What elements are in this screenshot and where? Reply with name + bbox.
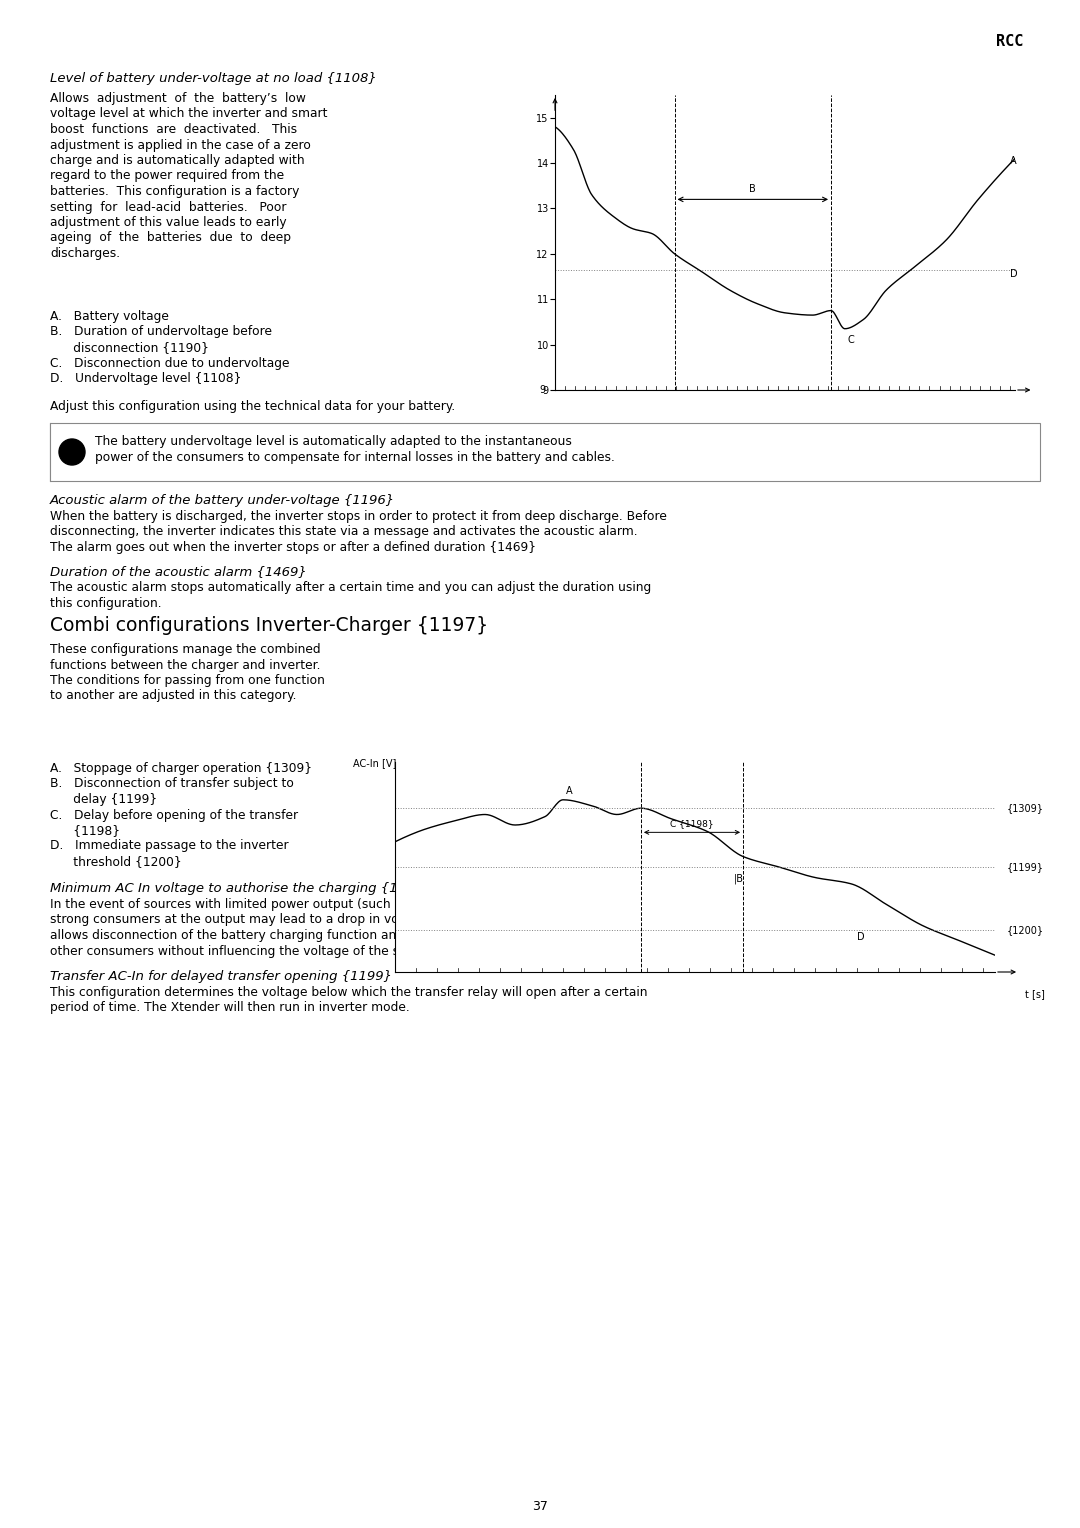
- Text: Acoustic alarm of the battery under-voltage {1196}: Acoustic alarm of the battery under-volt…: [50, 494, 395, 507]
- Text: {1200}: {1200}: [1007, 924, 1044, 935]
- Text: The acoustic alarm stops automatically after a certain time and you can adjust t: The acoustic alarm stops automatically a…: [50, 581, 651, 594]
- Text: D.   Undervoltage level {1108}: D. Undervoltage level {1108}: [50, 371, 241, 385]
- Text: delay {1199}: delay {1199}: [50, 793, 157, 805]
- Text: Duration of the acoustic alarm {1469}: Duration of the acoustic alarm {1469}: [50, 565, 307, 578]
- Text: voltage level at which the inverter and smart: voltage level at which the inverter and …: [50, 107, 327, 121]
- Text: 37: 37: [532, 1500, 548, 1513]
- Text: threshold {1200}: threshold {1200}: [50, 856, 181, 868]
- Text: other consumers without influencing the voltage of the source.: other consumers without influencing the …: [50, 944, 437, 958]
- Text: B.   Disconnection of transfer subject to: B. Disconnection of transfer subject to: [50, 778, 294, 790]
- Text: These configurations manage the combined: These configurations manage the combined: [50, 643, 321, 656]
- Text: The alarm goes out when the inverter stops or after a defined duration {1469}: The alarm goes out when the inverter sto…: [50, 541, 536, 555]
- Text: i: i: [69, 451, 75, 465]
- Text: functions between the charger and inverter.: functions between the charger and invert…: [50, 659, 321, 671]
- FancyBboxPatch shape: [50, 423, 1040, 481]
- Text: D: D: [858, 932, 865, 943]
- Text: period of time. The Xtender will then run in inverter mode.: period of time. The Xtender will then ru…: [50, 1001, 409, 1015]
- Text: D.   Immediate passage to the inverter: D. Immediate passage to the inverter: [50, 839, 288, 853]
- Text: 9: 9: [540, 385, 545, 396]
- Text: C: C: [847, 335, 854, 345]
- Text: charge and is automatically adapted with: charge and is automatically adapted with: [50, 154, 305, 167]
- Text: Minimum AC In voltage to authorise the charging {1309}: Minimum AC In voltage to authorise the c…: [50, 882, 431, 895]
- Text: Combi configurations Inverter-Charger {1197}: Combi configurations Inverter-Charger {1…: [50, 616, 488, 636]
- Text: {1198}: {1198}: [50, 824, 120, 837]
- Text: When the battery is discharged, the inverter stops in order to protect it from d: When the battery is discharged, the inve…: [50, 510, 666, 523]
- Text: t [s]: t [s]: [1025, 989, 1044, 999]
- Text: setting  for  lead-acid  batteries.   Poor: setting for lead-acid batteries. Poor: [50, 200, 286, 214]
- Text: disconnection {1190}: disconnection {1190}: [50, 341, 208, 354]
- Text: strong consumers at the output may lead to a drop in voltage. The adjustment of : strong consumers at the output may lead …: [50, 914, 661, 926]
- Text: {1309}: {1309}: [1007, 804, 1044, 813]
- Text: Adjust this configuration using the technical data for your battery.: Adjust this configuration using the tech…: [50, 400, 456, 413]
- Text: power of the consumers to compensate for internal losses in the battery and cabl: power of the consumers to compensate for…: [95, 451, 615, 465]
- Text: discharges.: discharges.: [50, 248, 120, 260]
- Text: {1199}: {1199}: [1007, 862, 1044, 872]
- Text: A: A: [566, 785, 572, 796]
- Text: Level of battery under-voltage at no load {1108}: Level of battery under-voltage at no loa…: [50, 72, 377, 86]
- Text: Allows  adjustment  of  the  battery’s  low: Allows adjustment of the battery’s low: [50, 92, 306, 105]
- Text: allows disconnection of the battery charging function and thus maintains the pow: allows disconnection of the battery char…: [50, 929, 640, 941]
- Text: ageing  of  the  batteries  due  to  deep: ageing of the batteries due to deep: [50, 232, 291, 244]
- Text: batteries.  This configuration is a factory: batteries. This configuration is a facto…: [50, 185, 299, 199]
- Text: C {1198}: C {1198}: [671, 819, 714, 828]
- Text: D: D: [1011, 269, 1018, 280]
- Text: A: A: [1011, 156, 1017, 167]
- Text: adjustment is applied in the case of a zero: adjustment is applied in the case of a z…: [50, 139, 311, 151]
- Text: C.   Delay before opening of the transfer: C. Delay before opening of the transfer: [50, 808, 298, 822]
- Text: Transfer AC-In for delayed transfer opening {1199}: Transfer AC-In for delayed transfer open…: [50, 970, 392, 983]
- Text: adjustment of this value leads to early: adjustment of this value leads to early: [50, 215, 286, 229]
- Text: B.   Duration of undervoltage before: B. Duration of undervoltage before: [50, 325, 272, 339]
- Text: A.   Stoppage of charger operation {1309}: A. Stoppage of charger operation {1309}: [50, 762, 312, 775]
- Text: to another are adjusted in this category.: to another are adjusted in this category…: [50, 689, 297, 703]
- Text: C.   Disconnection due to undervoltage: C. Disconnection due to undervoltage: [50, 356, 289, 370]
- Text: The conditions for passing from one function: The conditions for passing from one func…: [50, 674, 325, 688]
- Text: The battery undervoltage level is automatically adapted to the instantaneous: The battery undervoltage level is automa…: [95, 435, 572, 448]
- Text: boost  functions  are  deactivated.   This: boost functions are deactivated. This: [50, 122, 297, 136]
- Text: B: B: [750, 183, 756, 194]
- Text: this configuration.: this configuration.: [50, 596, 162, 610]
- Text: disconnecting, the inverter indicates this state via a message and activates the: disconnecting, the inverter indicates th…: [50, 526, 637, 538]
- Text: RCC: RCC: [997, 35, 1024, 49]
- Circle shape: [59, 439, 85, 465]
- Text: |B: |B: [734, 874, 744, 883]
- Text: A.   Battery voltage: A. Battery voltage: [50, 310, 168, 322]
- Text: AC-In [V]: AC-In [V]: [353, 758, 396, 767]
- Text: This configuration determines the voltage below which the transfer relay will op: This configuration determines the voltag…: [50, 986, 648, 999]
- Text: regard to the power required from the: regard to the power required from the: [50, 170, 284, 182]
- Text: In the event of sources with limited power output (such as a generator, for exam: In the event of sources with limited pow…: [50, 898, 636, 911]
